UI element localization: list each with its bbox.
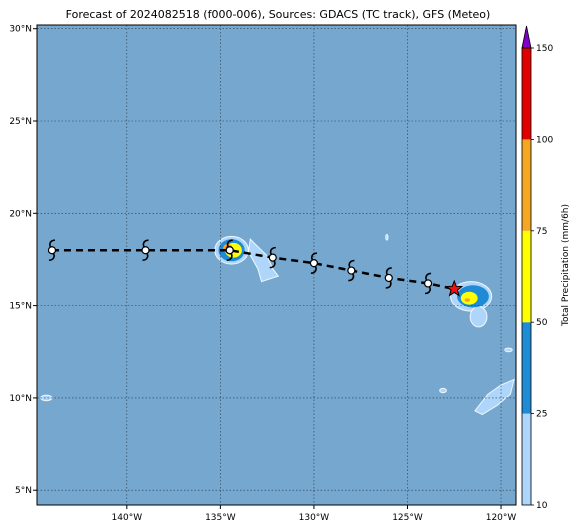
- colorbar-segment: [522, 48, 531, 140]
- precip-region-50: [460, 291, 478, 305]
- colorbar-tick-label: 50: [536, 318, 548, 328]
- cyclone-symbol-icon: [309, 252, 319, 274]
- x-tick-label: 130°W: [299, 513, 330, 523]
- cyclone-symbol-icon: [268, 246, 277, 269]
- track-point: [423, 279, 433, 288]
- colorbar-segment: [522, 413, 531, 505]
- chart-title: Forecast of 2024082518 (f000-006), Sourc…: [66, 8, 491, 21]
- track-point: [309, 259, 319, 268]
- track-point: [47, 246, 57, 255]
- precip-region-10: [439, 387, 447, 394]
- precip-region-10: [469, 306, 488, 328]
- graticule-grid: [37, 25, 516, 505]
- colorbar-segment: [522, 322, 531, 414]
- track-point: [347, 266, 356, 275]
- precip-region-75: [464, 298, 471, 302]
- current-position-star-icon: [445, 279, 464, 297]
- y-tick-label: 5°N: [15, 486, 32, 496]
- x-tick-label: 125°W: [392, 513, 423, 523]
- colorbar-tick-label: 10: [536, 501, 548, 511]
- track-point: [384, 273, 393, 283]
- precip-region-10: [40, 394, 53, 402]
- x-tick-label: 120°W: [486, 513, 517, 523]
- cyclone-symbol-icon: [384, 267, 393, 289]
- y-tick-label: 30°N: [9, 25, 32, 35]
- y-tick-label: 15°N: [9, 302, 32, 312]
- map-ocean-background: [37, 25, 516, 505]
- map-frame: [36, 24, 517, 506]
- precip-region-10: [474, 378, 515, 416]
- colorbar: 10 25 50 75 100 150 Total Precipitation (mm/6h…: [521, 25, 571, 511]
- colorbar-label: Total Precipitation (mm/6h): [561, 204, 571, 327]
- precip-region-10: [385, 234, 389, 241]
- x-axis-ticks: 140°W 135°W 130°W 125°W 120°W: [112, 505, 517, 523]
- track-point: [141, 246, 150, 255]
- cyclone-symbol-icon: [423, 272, 433, 295]
- colorbar-tick-label: 25: [536, 410, 547, 420]
- cyclone-symbol-icon: [347, 259, 356, 282]
- precip-region-10: [504, 347, 513, 353]
- colorbar-segment: [522, 230, 531, 323]
- cyclone-symbol-icon: [47, 239, 57, 262]
- track-line: [51, 248, 455, 291]
- y-axis-ticks: 5°N 10°N 15°N 20°N 25°N 30°N: [9, 25, 37, 496]
- x-tick-label: 140°W: [112, 513, 143, 523]
- track-point: [268, 253, 277, 262]
- cyclone-symbol-icon: [141, 239, 150, 262]
- y-tick-label: 20°N: [9, 209, 32, 219]
- colorbar-tick-label: 150: [536, 44, 553, 54]
- y-tick-label: 10°N: [9, 394, 32, 404]
- colorbar-tick-label: 100: [536, 135, 553, 145]
- y-tick-label: 25°N: [9, 117, 32, 127]
- colorbar-tick-label: 75: [536, 227, 547, 237]
- storm-track: [47, 239, 464, 297]
- x-tick-label: 135°W: [205, 513, 236, 523]
- analysis-point: [225, 246, 234, 255]
- colorbar-frame: [521, 47, 532, 506]
- colorbar-extend-arrow: [521, 25, 532, 49]
- colorbar-segment: [522, 139, 531, 231]
